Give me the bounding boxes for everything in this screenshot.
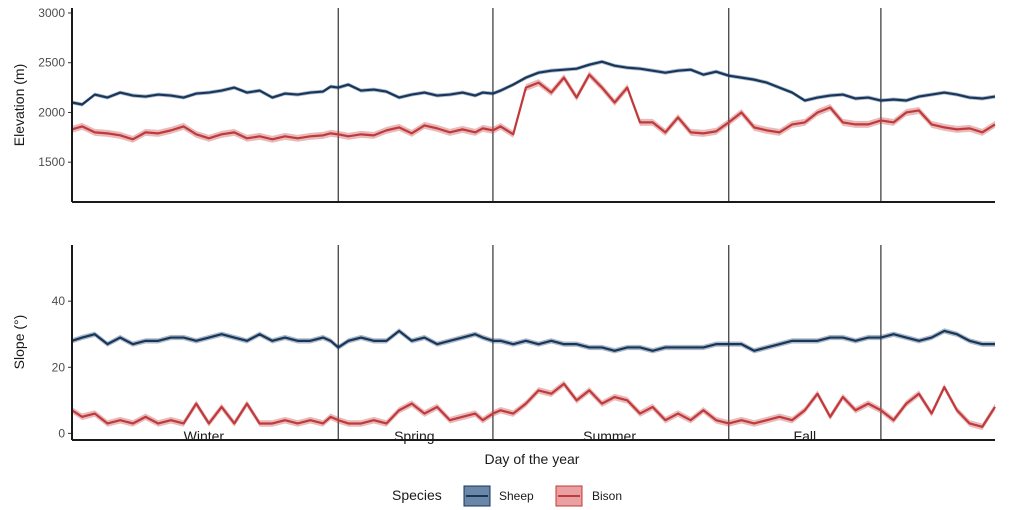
- legend: Species Sheep Bison: [392, 485, 622, 507]
- y-tick-label-slope-0: 0: [58, 426, 65, 440]
- season-label-spring: Spring: [394, 428, 434, 444]
- legend-key-sheep: [463, 485, 491, 507]
- series-lines-bottom: [71, 329, 996, 428]
- x-axis-title: Day of the year: [485, 451, 580, 467]
- season-labels: Winter Spring Summer Fall: [184, 428, 816, 444]
- season-label-summer: Summer: [583, 428, 636, 444]
- y-ticks-bottom: 0 20 40: [52, 294, 72, 440]
- line-bison-slope: [71, 382, 996, 428]
- y-axis-title-top: Elevation (m): [11, 64, 27, 146]
- band-bison-elevation: [72, 71, 995, 143]
- line-sheep-elevation: [71, 60, 996, 106]
- band-bison-slope: [72, 380, 995, 431]
- elevation-panel: 1500 2000 2500 3000 Elevation (m): [11, 6, 996, 203]
- y-tick-label-elevation-3: 3000: [38, 6, 65, 20]
- legend-label-sheep: Sheep: [499, 489, 534, 503]
- y-ticks-top: 1500 2000 2500 3000: [38, 6, 72, 169]
- y-tick-label-slope-1: 20: [52, 360, 66, 374]
- confidence-bands-top: [72, 59, 995, 143]
- season-dividers-top: [337, 8, 882, 202]
- y-axis-title-bottom: Slope (°): [11, 315, 27, 370]
- y-tick-label-elevation-1: 2000: [38, 105, 65, 119]
- season-label-winter: Winter: [184, 428, 225, 444]
- slope-panel: 0 20 40 Winter Spring Summer Fall Slope (°) D…: [11, 245, 996, 467]
- line-bison-elevation: [71, 73, 996, 141]
- series-lines-top: [71, 60, 996, 141]
- season-label-fall: Fall: [794, 428, 817, 444]
- legend-title: Species: [392, 487, 442, 503]
- season-dividers-bottom: [337, 245, 882, 440]
- y-tick-label-elevation-0: 1500: [38, 155, 65, 169]
- line-sheep-slope: [71, 329, 995, 352]
- y-tick-label-slope-2: 40: [52, 294, 66, 308]
- legend-key-bison: [555, 485, 583, 507]
- legend-label-bison: Bison: [592, 489, 622, 503]
- y-tick-label-elevation-2: 2500: [38, 56, 65, 70]
